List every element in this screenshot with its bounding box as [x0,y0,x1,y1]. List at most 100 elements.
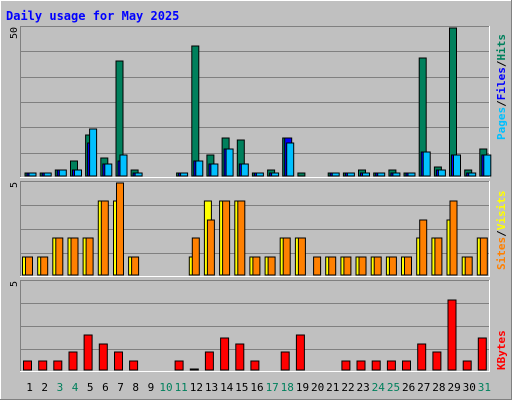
x-tick-label: 17 [266,381,279,394]
bar-kbytes-day-2 [38,360,48,371]
bar-sites-day-24 [373,256,382,276]
bar-kbytes-day-24 [371,360,381,371]
bar-kbytes-day-6 [98,343,108,371]
bar-pages-day-21 [331,172,340,177]
bar-sites-day-7 [116,182,124,276]
y-max-label: 5 [9,182,20,188]
bar-sites-day-29 [449,200,458,276]
panel-kbytes: 5 [9,280,490,372]
x-tick-label: 2 [41,381,48,394]
bar-kbytes-day-26 [402,360,411,371]
x-tick-label: 3 [57,381,64,394]
bar-kbytes-day-15 [235,343,245,371]
panel-sites-visits: 5 [9,181,490,277]
bar-pages-day-12 [195,160,204,177]
bar-sites-day-26 [404,256,412,276]
bar-sites-day-19 [297,237,306,276]
legend-entry: Visits [495,191,508,231]
legend-entry: / [495,230,508,237]
x-tick-label: 1 [26,381,33,394]
x-tick-label: 26 [402,381,415,394]
bar-kbytes-day-29 [447,299,457,371]
bar-sites-day-17 [267,256,276,276]
x-tick-label: 6 [102,381,109,394]
legend-entry: Pages [495,107,508,140]
legend-entry: KBytes [495,330,508,370]
x-tick-label: 21 [326,381,339,394]
legend-entry: / [495,100,508,107]
x-tick-label: 10 [159,381,172,394]
bar-sites-day-15 [237,200,246,276]
bar-kbytes-day-27 [417,343,427,371]
bar-kbytes-day-25 [386,360,396,371]
bar-sites-day-20 [313,256,322,276]
x-tick-label: 20 [311,381,324,394]
legend-entry: / [495,60,508,67]
bar-kbytes-day-22 [341,360,351,371]
bar-kbytes-day-18 [280,351,290,371]
bar-sites-day-4 [70,237,79,276]
x-tick-label: 16 [250,381,263,394]
bar-pages-day-17 [271,172,280,177]
bar-sites-day-1 [25,256,33,276]
legend-entry: Sites [495,237,508,270]
bar-sites-day-2 [40,256,49,276]
bar-sites-day-14 [222,200,231,276]
bar-pages-day-25 [392,172,401,177]
bar-kbytes-day-1 [23,360,32,371]
x-tick-label: 23 [356,381,369,394]
legend-pages-files-hits: Pages/Files/Hits [495,34,508,140]
x-tick-label: 8 [132,381,139,394]
bar-kbytes-day-19 [295,334,305,371]
x-tick-label: 25 [387,381,400,394]
bar-kbytes-day-31 [477,337,487,371]
legend-entry: Hits [495,34,508,61]
bar-pages-day-29 [453,154,461,177]
bar-pages-day-14 [225,148,234,177]
bar-kbytes-day-14 [220,337,230,371]
bar-kbytes-day-3 [53,360,63,371]
bar-sites-day-13 [206,219,215,276]
bar-sites-day-5 [85,237,94,276]
bar-kbytes-day-13 [204,351,214,371]
x-tick-label: 9 [148,381,155,394]
x-tick-label: 22 [341,381,354,394]
bar-kbytes-day-11 [174,360,184,371]
bar-pages-day-28 [437,169,446,177]
chart-panels: 50 5 5 [9,26,492,372]
bar-pages-day-16 [255,172,264,177]
bar-kbytes-day-4 [68,351,78,371]
bar-pages-day-18 [286,142,295,177]
x-axis-day-labels: 1 2 3 4 5 6 7 8 9 10 11 12 13 14 15 16 17 18 19 20 21 22 23 24 2… [26,381,491,394]
bar-pages-day-15 [240,163,249,177]
x-tick-label: 24 [372,381,386,394]
bar-kbytes-day-28 [432,351,442,371]
x-tick-label: 5 [87,381,94,394]
x-tick-label: 13 [205,381,218,394]
x-tick-label: 29 [447,381,460,394]
bar-sites-day-3 [55,237,64,276]
bar-kbytes-day-12 [189,368,199,371]
x-tick-label: 14 [220,381,234,394]
bar-pages-day-8 [134,172,143,177]
legend-entry: Files [495,67,508,100]
x-tick-label: 15 [235,381,248,394]
bar-sites-day-18 [282,237,291,276]
bar-sites-day-8 [131,256,140,276]
chart-title: Daily usage for May 2025 [6,9,179,23]
bar-pages-day-13 [210,163,219,177]
bar-pages-day-26 [407,172,416,177]
x-tick-label: 19 [296,381,309,394]
bar-sites-day-27 [419,219,428,276]
x-tick-label: 27 [417,381,430,394]
bar-sites-day-21 [328,256,337,276]
bar-pages-day-30 [468,172,477,177]
bar-pages-day-4 [74,169,82,177]
bar-sites-day-31 [479,237,488,276]
bar-hits-day-29 [449,27,457,177]
bar-hits-day-19 [297,172,306,177]
bar-kbytes-day-23 [356,360,366,371]
bar-kbytes-day-30 [462,360,472,371]
